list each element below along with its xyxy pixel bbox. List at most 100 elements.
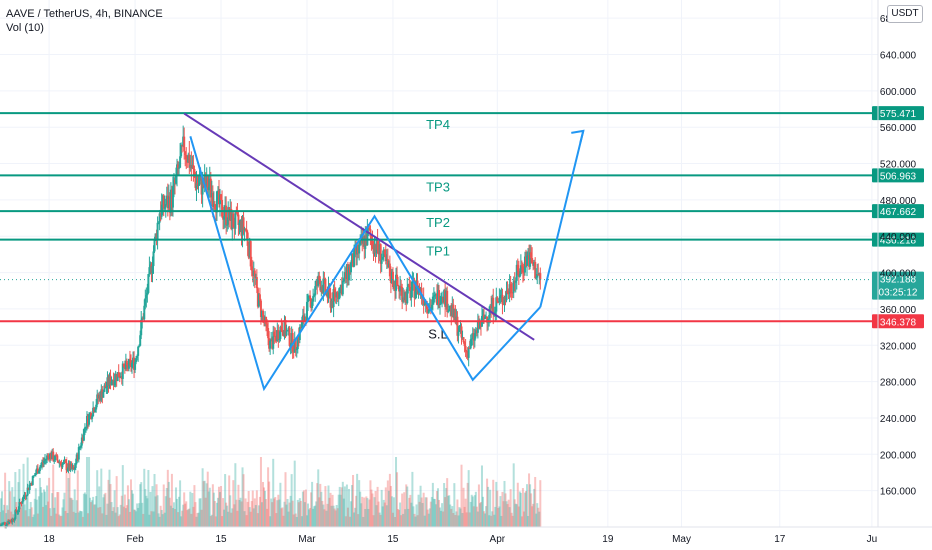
candle-body [215, 191, 218, 213]
volume-bar [522, 511, 525, 527]
volume-bar [123, 494, 126, 527]
volume-bar [65, 457, 68, 527]
candle-body [535, 277, 538, 279]
volume-bar [339, 494, 342, 527]
volume-bar [45, 505, 48, 527]
volume-bar [319, 483, 322, 527]
candle-body [51, 451, 54, 460]
volume-bar [472, 506, 475, 527]
candle-body [511, 292, 514, 294]
volume-bar [235, 499, 238, 527]
candle-body [323, 278, 326, 280]
volume-bar [199, 498, 202, 527]
volume-bar [108, 469, 111, 527]
volume-bar [136, 503, 139, 527]
volume-bar [458, 507, 461, 527]
volume-bar [381, 506, 384, 527]
volume-bar [489, 489, 492, 527]
candle-body [322, 278, 325, 293]
volume-bar [285, 504, 288, 527]
candle-body [399, 286, 402, 292]
candle-body [238, 222, 241, 225]
volume-bar [44, 491, 47, 527]
candle-body [216, 190, 219, 192]
candle-body [485, 316, 488, 318]
volume-bar [263, 487, 266, 527]
volume-bar [202, 481, 205, 527]
volume-bar [180, 516, 183, 527]
candle-body [168, 196, 171, 213]
candle-body [40, 462, 43, 465]
volume-bar [4, 472, 7, 527]
candle-body [79, 445, 82, 448]
volume-bar [162, 484, 165, 527]
volume-bar [50, 515, 53, 527]
volume-bar [425, 497, 428, 527]
candle-body [137, 346, 140, 356]
candle-body [90, 413, 93, 419]
volume-bar [538, 511, 541, 527]
volume-bar [143, 468, 146, 527]
volume-bar [225, 502, 228, 527]
volume-bar [39, 487, 42, 527]
volume-bar [217, 486, 220, 527]
symbol-legend[interactable]: AAVE / TetherUS, 4h, BINANCE [6, 8, 163, 20]
volume-bar [193, 485, 196, 527]
volume-bar [357, 514, 360, 527]
candle-body [373, 244, 376, 254]
candle-body [179, 156, 182, 168]
volume-bar [378, 512, 381, 527]
level-label: TP2 [426, 215, 450, 230]
volume-bar [33, 498, 36, 527]
candle-body [127, 358, 130, 369]
volume-bar [465, 512, 468, 527]
volume-bar [520, 516, 523, 527]
candle-body [178, 167, 181, 169]
volume-bar [532, 503, 535, 527]
candle-body [18, 502, 21, 510]
candle-body [110, 381, 113, 385]
candle-body [270, 338, 273, 342]
candle-body [337, 297, 340, 299]
candle-body [519, 265, 522, 275]
candle-body [305, 301, 308, 322]
volume-bar [529, 484, 532, 527]
volume-bar [442, 511, 445, 527]
volume-bar [253, 498, 256, 527]
candle-body [517, 271, 520, 277]
volume-legend[interactable]: Vol (10) [6, 22, 44, 34]
candle-body [358, 244, 361, 254]
volume-bar [447, 495, 450, 527]
candle-body [29, 482, 32, 485]
candle-body [466, 352, 469, 358]
volume-bar [418, 501, 421, 527]
volume-bar [523, 492, 526, 527]
candle-body [33, 474, 36, 476]
candle-body [461, 337, 464, 339]
volume-bar [155, 484, 158, 527]
candle-body [349, 262, 352, 273]
volume-bar [412, 506, 415, 527]
volume-bar [413, 513, 416, 527]
volume-bar [256, 513, 259, 527]
candle-body [303, 316, 306, 322]
volume-bar [274, 497, 277, 527]
candle-body [65, 462, 68, 471]
candle-body [124, 360, 127, 370]
currency-button[interactable]: USDT [887, 5, 923, 23]
volume-bar [309, 507, 312, 527]
volume-bar [161, 514, 164, 527]
volume-bar [9, 491, 12, 527]
volume-bar [183, 492, 186, 527]
volume-bar [250, 501, 253, 527]
volume-bar [362, 516, 365, 527]
volume-bar [368, 499, 371, 527]
candle-body [338, 287, 341, 298]
volume-bar [139, 484, 142, 527]
candle-body [526, 255, 529, 266]
volume-bar [456, 499, 459, 527]
candle-body [138, 345, 141, 347]
volume-bar [420, 497, 423, 527]
candle-body [247, 245, 250, 258]
